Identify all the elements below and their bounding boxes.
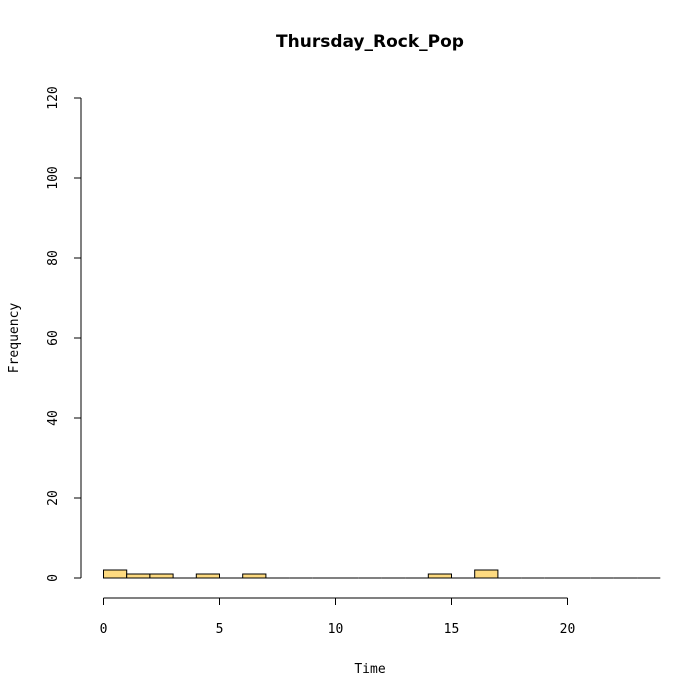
x-tick-label: 20	[560, 622, 576, 637]
y-tick-label: 20	[46, 490, 61, 506]
x-tick-label: 10	[328, 622, 344, 637]
histogram-bar	[242, 573, 267, 579]
x-tick-label: 15	[444, 622, 460, 637]
x-axis: 0 5 10 15 20	[100, 597, 576, 637]
histogram-bar	[103, 569, 128, 579]
histogram-bar	[427, 573, 452, 579]
x-tick-label: 5	[216, 622, 224, 637]
x-axis-label: Time	[354, 662, 385, 677]
bars-group	[103, 569, 661, 579]
y-tick-label: 80	[46, 250, 61, 266]
x-tick-label: 0	[100, 622, 108, 637]
y-tick-label: 60	[46, 330, 61, 346]
histogram-bar	[149, 573, 174, 579]
y-axis: 0 20 40 60 80 100 120	[46, 86, 82, 582]
histogram-bar	[126, 573, 151, 579]
histogram-bar	[195, 573, 221, 579]
y-tick-label: 0	[46, 574, 61, 582]
chart-title: Thursday_Rock_Pop	[276, 32, 464, 52]
y-tick-label: 40	[46, 410, 61, 426]
y-tick-label: 100	[46, 166, 61, 189]
histogram-bar	[474, 569, 499, 579]
y-tick-label: 120	[46, 86, 61, 109]
y-axis-label: Frequency	[7, 303, 22, 374]
